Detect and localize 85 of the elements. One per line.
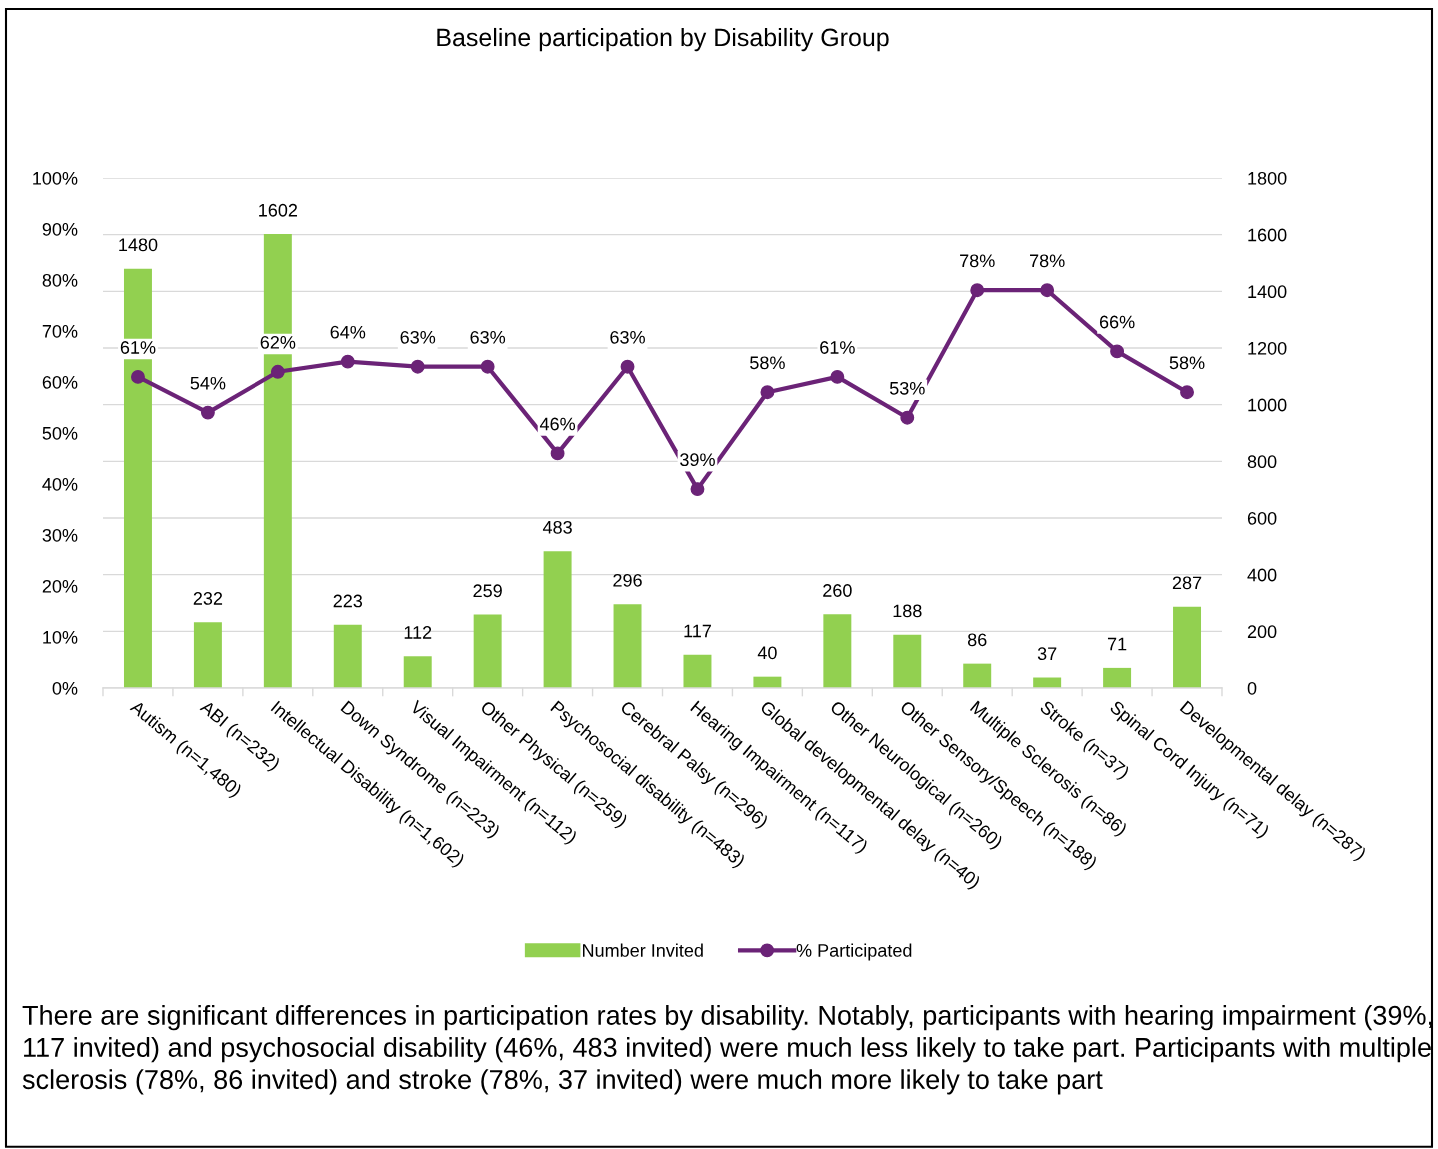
- bar: [403, 656, 432, 688]
- data-label: 63%: [470, 330, 506, 344]
- data-label: 260: [823, 584, 852, 597]
- point: [620, 359, 635, 374]
- y-tick-label: 10%: [43, 630, 78, 644]
- bar: [683, 654, 712, 688]
- data-label: 54%: [190, 376, 226, 390]
- bar: [1173, 606, 1202, 688]
- point: [690, 482, 705, 497]
- data-label: 58%: [750, 356, 785, 370]
- point: [340, 354, 355, 369]
- data-label: 62%: [260, 336, 296, 349]
- data-label: 287: [1172, 576, 1202, 590]
- y-tick-label: 60%: [42, 375, 78, 389]
- y-tick-label: 0%: [52, 681, 78, 695]
- data-label: 117: [684, 624, 711, 638]
- y2-tick-label: 0: [1247, 681, 1257, 695]
- point: [131, 369, 145, 384]
- data-label: 39%: [680, 453, 715, 467]
- point: [480, 359, 495, 374]
- point: [200, 405, 215, 420]
- data-label: 61%: [120, 341, 156, 354]
- data-label: 78%: [960, 254, 995, 268]
- data-label: 223: [333, 594, 363, 608]
- data-label: 37: [1037, 647, 1057, 661]
- bar: [193, 622, 222, 688]
- point: [270, 364, 285, 379]
- y2-tick-label: 1200: [1248, 341, 1287, 355]
- data-label: 232: [193, 592, 223, 605]
- data-label: 64%: [330, 325, 366, 339]
- chart-title: Baseline participation by Disability Group: [437, 27, 889, 52]
- y-tick-label: 30%: [42, 528, 78, 542]
- y-tick-label: 70%: [42, 324, 78, 338]
- y2-tick-label: 1600: [1248, 228, 1287, 242]
- data-label: 483: [542, 520, 572, 534]
- bar: [613, 604, 642, 688]
- data-label: 63%: [610, 330, 645, 344]
- y2-tick-label: 1400: [1248, 285, 1287, 299]
- point: [1040, 283, 1055, 298]
- bar: [1103, 667, 1132, 688]
- point: [1110, 344, 1125, 359]
- bar: [543, 551, 572, 688]
- bar: [893, 634, 922, 688]
- legend-label: Number Invited: [583, 943, 703, 957]
- y2-tick-label: 800: [1247, 455, 1277, 469]
- data-label: 1602: [259, 203, 298, 217]
- data-label: 61%: [820, 341, 855, 354]
- y2-tick-label: 1000: [1248, 398, 1287, 412]
- y-tick-label: 90%: [42, 222, 78, 236]
- point: [830, 369, 845, 384]
- data-label: 259: [473, 584, 502, 598]
- data-label: 63%: [400, 330, 436, 344]
- data-label: 40: [757, 646, 777, 660]
- data-label: 46%: [539, 417, 576, 431]
- legend-label: % Participated: [796, 943, 912, 961]
- data-label: 53%: [889, 381, 925, 395]
- bar: [333, 624, 362, 688]
- data-label: 112: [404, 626, 432, 639]
- text: There are significant differences in participation rates by disability. Notably, participants with hearing impairment (39%, 117 invited) and psychosocial disability (46%, 483 invited) were much less likely to take part. Participants with multiple sclerosis (78%, 86 invited) and stroke (78%, 37 invited) were much more likely to take part: [22, 1005, 1432, 1095]
- point: [1180, 385, 1194, 400]
- bar: [823, 614, 852, 688]
- data-label: 66%: [1099, 315, 1135, 329]
- data-label: 58%: [1169, 356, 1205, 370]
- y-tick-label: 50%: [42, 426, 78, 440]
- point: [900, 410, 915, 425]
- y-tick-label: 40%: [42, 477, 78, 491]
- point: [760, 385, 775, 400]
- data-label: 86: [967, 633, 987, 647]
- bar: [473, 614, 502, 688]
- y-tick-label: 20%: [42, 579, 78, 593]
- data-label: 78%: [1030, 254, 1065, 268]
- y2-tick-label: 400: [1247, 568, 1277, 582]
- data-label: 188: [893, 604, 922, 618]
- data-label: 296: [613, 573, 642, 587]
- y2-tick-label: 600: [1247, 511, 1277, 525]
- y2-tick-label: 1800: [1248, 171, 1287, 185]
- y-tick-label: 80%: [42, 273, 78, 287]
- data-label: 71: [1107, 637, 1127, 651]
- data-label: 1480: [119, 238, 158, 252]
- point: [410, 359, 425, 374]
- point: [550, 446, 565, 461]
- y2-tick-label: 200: [1247, 625, 1277, 639]
- bar: [963, 663, 992, 688]
- y-tick-label: 100%: [33, 171, 78, 185]
- point: [970, 283, 985, 298]
